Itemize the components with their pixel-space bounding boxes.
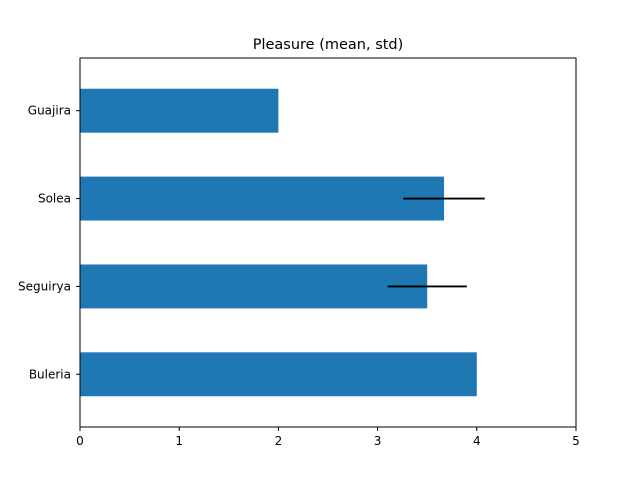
bar-seguirya	[80, 264, 428, 309]
x-tick-label-1: 1	[175, 434, 183, 448]
bar-guajira	[80, 88, 279, 133]
error-bars-group	[387, 197, 485, 288]
bars-group	[80, 88, 477, 397]
y-axis: Buleria Seguirya Solea Guajira	[18, 104, 80, 381]
y-tick-label-solea: Solea	[38, 192, 71, 206]
plot-frame	[79, 57, 577, 428]
bar-solea	[80, 176, 445, 221]
x-tick-label-2: 2	[275, 434, 283, 448]
bar-buleria	[80, 352, 477, 397]
x-tick-label-4: 4	[473, 434, 481, 448]
chart-title: Pleasure (mean, std)	[253, 37, 404, 53]
x-tick-label-5: 5	[572, 434, 580, 448]
y-tick-label-seguirya: Seguirya	[18, 279, 71, 293]
x-tick-label-3: 3	[374, 434, 382, 448]
x-tick-label-0: 0	[76, 434, 84, 448]
x-axis: 0 1 2 3 4 5	[76, 427, 580, 448]
y-tick-label-guajira: Guajira	[28, 104, 71, 118]
y-tick-label-buleria: Buleria	[29, 367, 71, 381]
